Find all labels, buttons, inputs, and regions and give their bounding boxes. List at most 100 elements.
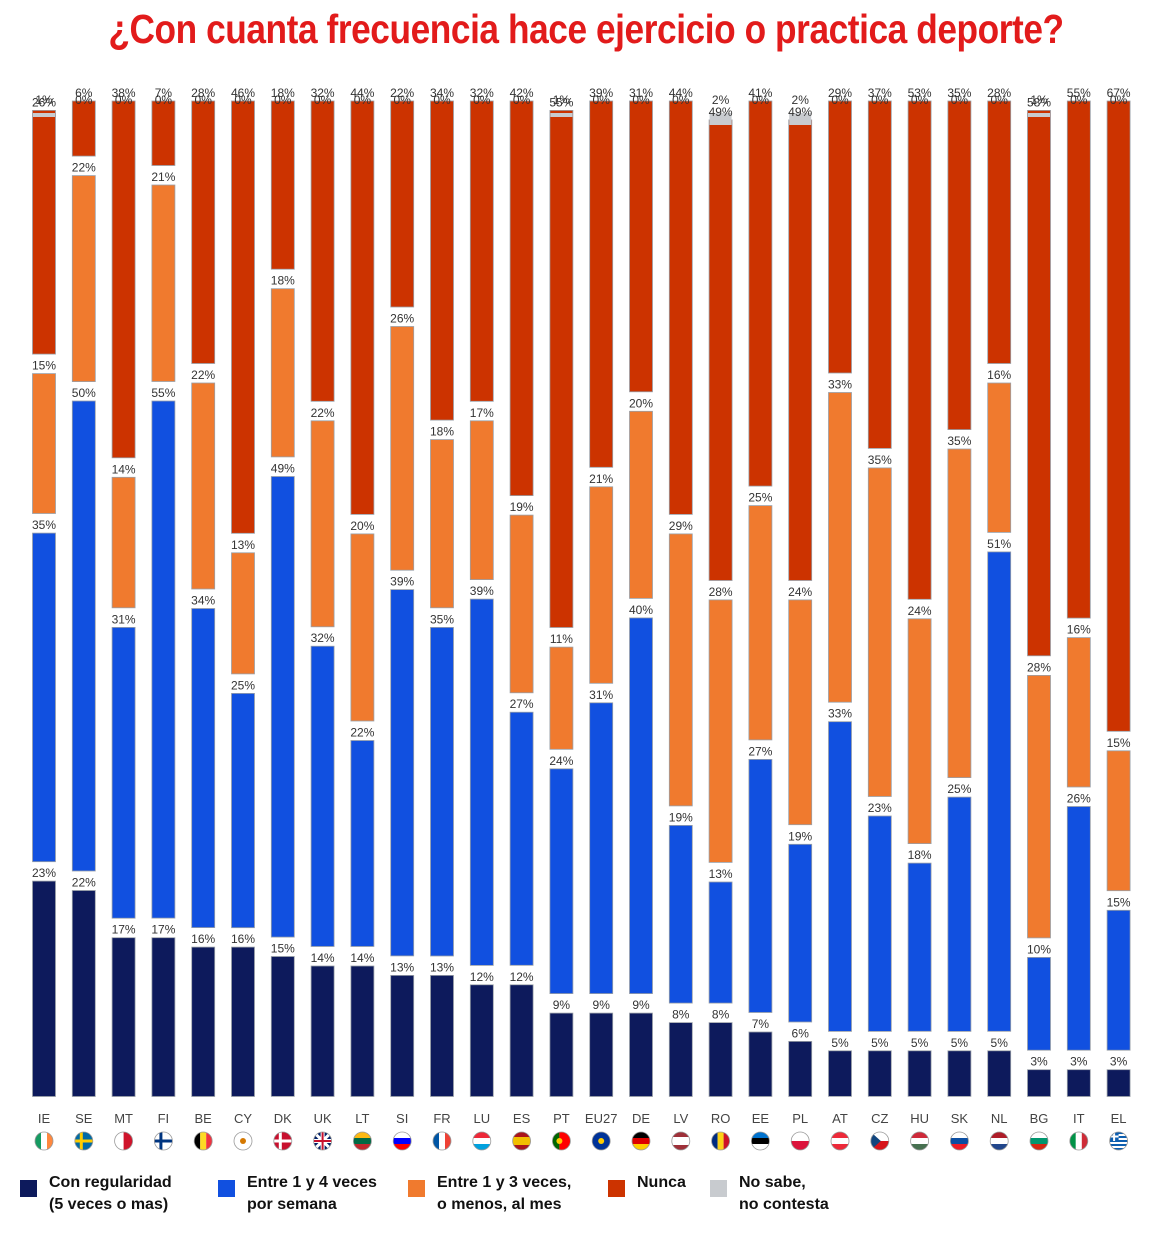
bg-flag (1029, 1131, 1049, 1151)
data-label: 31% (112, 612, 136, 626)
data-label: 16% (191, 932, 215, 946)
lv-flag (671, 1131, 691, 1151)
data-label: 17% (112, 923, 136, 937)
bar-lu-mensual (469, 420, 494, 580)
legend: Con regularidad (5 veces o mas) Entre 1 … (0, 1172, 1172, 1232)
x-tick-label: CZ (871, 1111, 888, 1126)
legend-item-no-sabe: No sabe, no contesta (710, 1172, 829, 1216)
bar-eu27-semanal (589, 702, 614, 994)
data-label-no-sabe: 2% (792, 93, 810, 107)
country-flags (34, 1131, 1128, 1151)
data-label: 5% (951, 1036, 969, 1050)
si-flag (392, 1131, 412, 1151)
chart-title: ¿Con cuanta frecuencia hace ejercicio o … (108, 6, 1064, 52)
bar-el-semanal (1106, 909, 1131, 1051)
data-label: 67% (1107, 86, 1131, 100)
data-label: 38% (112, 86, 136, 100)
x-tick-label: BE (195, 1111, 213, 1126)
data-label: 26% (390, 312, 414, 326)
bar-el-nunca (1106, 100, 1131, 732)
ee-flag (751, 1131, 770, 1151)
data-label: 33% (828, 707, 852, 721)
bar-nl-nunca (987, 100, 1012, 364)
x-tick-label: LV (673, 1111, 688, 1126)
data-label: 20% (350, 519, 374, 533)
data-label: 18% (271, 86, 295, 100)
legend-label: No sabe, no contesta (739, 1174, 829, 1213)
data-label: 25% (947, 782, 971, 796)
data-label: 32% (311, 631, 335, 645)
bar-it-regularidad (1066, 1069, 1091, 1097)
bar-dk-nunca (270, 100, 295, 270)
bar-ro-no-sabe (709, 113, 732, 125)
x-tick-label: EE (752, 1111, 770, 1126)
data-label: 53% (908, 86, 932, 100)
x-tick-label: NL (991, 1111, 1008, 1126)
data-label: 15% (1107, 736, 1131, 750)
bar-be-regularidad (191, 946, 216, 1097)
data-label: 49% (788, 105, 812, 119)
data-label: 58% (1027, 95, 1051, 109)
bar-lt-nunca (350, 100, 375, 515)
bar-lu-regularidad (469, 984, 494, 1097)
x-tick-label: ES (513, 1111, 531, 1126)
bar-ro-nunca (708, 119, 733, 581)
bar-es-mensual (509, 514, 534, 694)
data-label: 12% (510, 970, 534, 984)
x-tick-label: DE (632, 1111, 650, 1126)
data-label: 44% (669, 86, 693, 100)
bar-bg-no-sabe (1028, 113, 1050, 117)
bar-ie-mensual (32, 373, 56, 514)
data-label: 32% (311, 86, 335, 100)
data-label: 13% (430, 960, 454, 974)
data-label: 15% (1107, 895, 1131, 909)
data-label: 18% (271, 274, 295, 288)
data-label: 16% (987, 368, 1011, 382)
bar-pl-regularidad (788, 1041, 813, 1097)
bar-mt-semanal (111, 627, 136, 919)
data-label-no-sabe: 0% (672, 93, 690, 107)
x-tick-label: EL (1111, 1111, 1127, 1126)
bar-ie-semanal (32, 532, 56, 863)
x-tick-label: LT (355, 1111, 369, 1126)
data-label: 35% (947, 86, 971, 100)
legend-item-con-regularidad: Con regularidad (5 veces o mas) (20, 1172, 172, 1216)
bar-hu-nunca (907, 100, 932, 600)
bar-mt-mensual (111, 476, 136, 609)
data-label-no-sabe: 0% (394, 93, 412, 107)
data-label-no-sabe: 0% (75, 93, 93, 107)
data-label: 10% (1027, 942, 1051, 956)
data-label: 21% (589, 472, 613, 486)
data-label: 9% (593, 998, 611, 1012)
bar-pt-regularidad (549, 1012, 574, 1097)
data-label: 5% (991, 1036, 1009, 1050)
bar-fi-semanal (151, 400, 176, 919)
data-label: 29% (669, 519, 693, 533)
bar-sk-nunca (947, 100, 972, 431)
data-label: 16% (1067, 623, 1091, 637)
data-label-no-sabe: 0% (155, 93, 173, 107)
data-label: 5% (911, 1036, 929, 1050)
bar-at-semanal (828, 721, 852, 1032)
hu-flag (910, 1131, 929, 1151)
data-label: 19% (510, 500, 534, 514)
data-label: 11% (550, 632, 573, 646)
x-tick-label: EU27 (585, 1111, 618, 1126)
bar-el-regularidad (1106, 1069, 1131, 1097)
data-label: 40% (629, 603, 653, 617)
data-label: 25% (231, 678, 255, 692)
data-label: 35% (947, 434, 971, 448)
data-label: 31% (629, 86, 653, 100)
data-label-no-sabe: 0% (752, 93, 770, 107)
data-label-no-sabe: 1% (553, 93, 571, 107)
data-label: 35% (868, 453, 892, 467)
data-label-no-sabe: 0% (354, 93, 372, 107)
data-label-no-sabe: 0% (911, 93, 929, 107)
data-label: 55% (1067, 86, 1091, 100)
data-label: 25% (748, 491, 772, 505)
data-label: 50% (72, 386, 96, 400)
uk-flag (313, 1131, 333, 1151)
bar-pl-mensual (788, 599, 813, 826)
bar-eu27-mensual (589, 486, 614, 684)
data-label: 55% (151, 386, 175, 400)
